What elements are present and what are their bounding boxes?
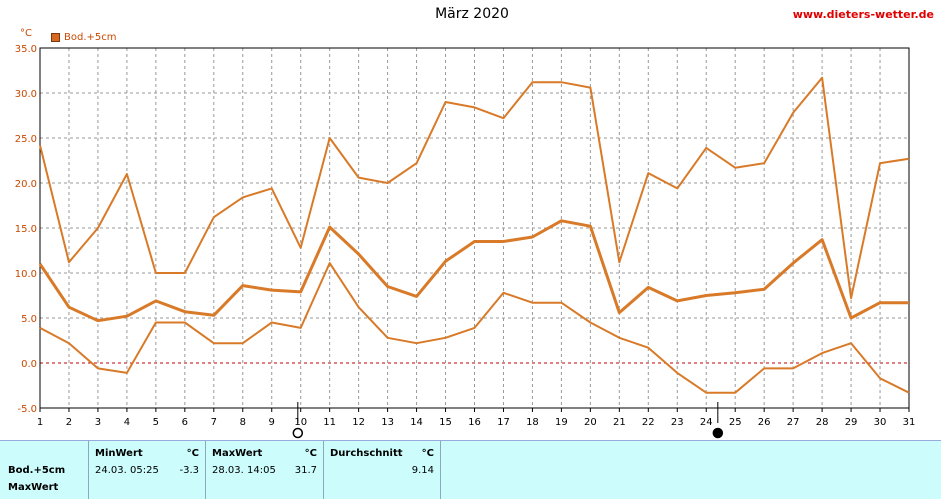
y-axis-unit: °C xyxy=(20,28,32,39)
min-header: MinWert xyxy=(95,448,143,459)
new-moon-icon xyxy=(712,427,724,439)
axes xyxy=(39,47,910,412)
x-tick-label: 2 xyxy=(66,417,72,428)
x-tick-label: 12 xyxy=(352,417,365,428)
x-tick-label: 14 xyxy=(410,417,423,428)
x-tick-label: 6 xyxy=(182,417,188,428)
max-value: 31.7 xyxy=(294,465,317,476)
x-tick-label: 1 xyxy=(37,417,43,428)
x-tick-label: 31 xyxy=(903,417,916,428)
x-tick-label: 9 xyxy=(269,417,275,428)
x-tick-label: 7 xyxy=(211,417,217,428)
avg-header: Durchschnitt xyxy=(330,448,403,459)
y-tick-label: 5.0 xyxy=(21,314,37,325)
min-column: MinWert °C 24.03. 05:25 -3.3 xyxy=(89,441,206,499)
row-label-max: MaxWert xyxy=(8,482,59,493)
series-line-3 xyxy=(39,262,910,394)
y-tick-label: 0.0 xyxy=(21,359,37,370)
min-unit: °C xyxy=(186,448,199,459)
grid xyxy=(40,48,909,408)
max-header: MaxWert xyxy=(212,448,263,459)
y-tick-labels: 35.0 30.0 25.0 20.0 15.0 10.0 5.0 0.0 -5.0 xyxy=(15,44,37,415)
y-tick-label: 20.0 xyxy=(15,179,37,190)
x-tick-label: 8 xyxy=(240,417,246,428)
min-datetime: 24.03. 05:25 xyxy=(95,465,159,476)
min-value: -3.3 xyxy=(179,465,199,476)
x-tick-label: 21 xyxy=(613,417,626,428)
max-datetime: 28.03. 14:05 xyxy=(212,465,276,476)
site-link[interactable]: www.dieters-wetter.de xyxy=(792,8,934,21)
x-tick-label: 27 xyxy=(787,417,800,428)
y-tick-label: 25.0 xyxy=(15,134,37,145)
x-tick-label: 25 xyxy=(729,417,742,428)
x-tick-label: 11 xyxy=(323,417,336,428)
y-tick-label: 35.0 xyxy=(15,44,37,55)
x-tick-label: 23 xyxy=(671,417,684,428)
x-tick-label: 4 xyxy=(124,417,130,428)
y-tick-label: 15.0 xyxy=(15,224,37,235)
x-tick-labels: 1 2 3 4 5 6 7 8 9 10 11 12 13 14 15 16 17 18 19 20 21 22 23 24 2… xyxy=(37,417,916,428)
legend: Bod.+5cm xyxy=(51,32,117,43)
chart-title: März 2020 xyxy=(435,6,509,22)
x-tick-label: 26 xyxy=(758,417,771,428)
x-tick-label: 29 xyxy=(845,417,858,428)
series-line-1 xyxy=(39,76,910,300)
x-tick-label: 13 xyxy=(381,417,394,428)
x-tick-label: 16 xyxy=(468,417,481,428)
avg-value: 9.14 xyxy=(411,465,434,476)
x-tick-label: 22 xyxy=(642,417,655,428)
x-tick-label: 18 xyxy=(526,417,539,428)
legend-label: Bod.+5cm xyxy=(64,32,117,43)
row-label: Bod.+5cm xyxy=(8,465,66,476)
legend-swatch xyxy=(51,33,60,42)
moon-phase-symbols xyxy=(292,402,724,439)
max-column: MaxWert °C 28.03. 14:05 31.7 xyxy=(206,441,324,499)
x-tick-label: 20 xyxy=(584,417,597,428)
x-tick-label: 24 xyxy=(700,417,713,428)
series-line-2 xyxy=(38,219,909,323)
x-tick-label: 17 xyxy=(497,417,510,428)
avg-column: Durchschnitt °C 9.14 xyxy=(324,441,441,499)
x-tick-label: 28 xyxy=(816,417,829,428)
max-unit: °C xyxy=(304,448,317,459)
y-tick-label: -5.0 xyxy=(17,404,37,415)
stats-label-column: Bod.+5cm MaxWert xyxy=(0,441,89,499)
plot-frame xyxy=(39,47,910,409)
x-tick-label: 15 xyxy=(439,417,452,428)
avg-unit: °C xyxy=(421,448,434,459)
x-tick-label: 19 xyxy=(555,417,568,428)
series-lines xyxy=(38,76,910,394)
full-moon-icon xyxy=(292,427,304,439)
stats-table: Bod.+5cm MaxWert MinWert °C 24.03. 05:25… xyxy=(0,440,941,499)
y-tick-label: 10.0 xyxy=(15,269,37,280)
x-tick-label: 3 xyxy=(95,417,101,428)
x-tick-label: 5 xyxy=(153,417,159,428)
y-tick-label: 30.0 xyxy=(15,89,37,100)
x-tick-label: 30 xyxy=(874,417,887,428)
x-tick-label: 10 xyxy=(294,417,307,428)
